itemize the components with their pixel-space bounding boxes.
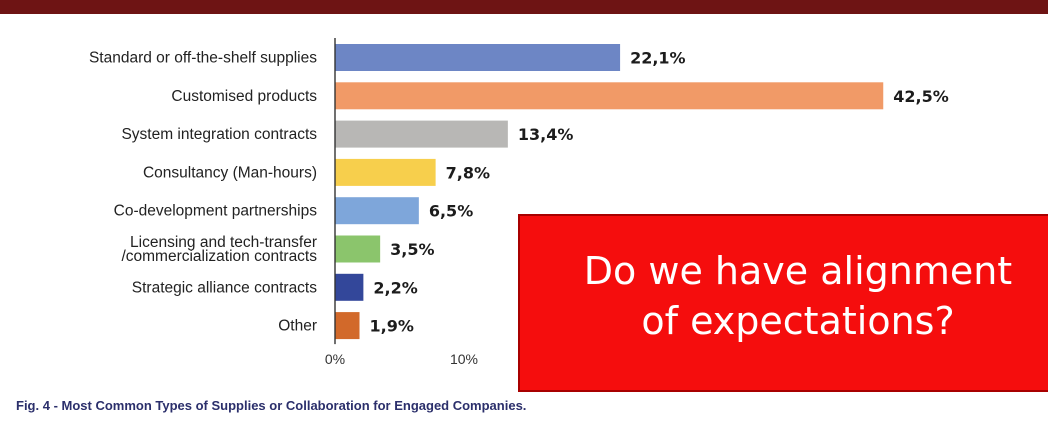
bar-4 <box>335 197 419 225</box>
bar-2 <box>335 120 508 148</box>
value-label-5: 3,5% <box>390 240 434 259</box>
caption-text: - Most Common Types of Supplies or Colla… <box>49 398 527 413</box>
bar-5 <box>335 235 381 263</box>
category-label-1: Customised products <box>171 88 317 105</box>
figure-caption: Fig. 4 - Most Common Types of Supplies o… <box>16 398 526 413</box>
value-label-2: 13,4% <box>518 125 574 144</box>
top-bar <box>0 0 1048 14</box>
overlay-line-2: of expectations? <box>641 299 955 343</box>
value-label-3: 7,8% <box>446 163 490 182</box>
bar-1 <box>335 82 884 110</box>
category-label-5-1: /commercialization contracts <box>121 248 317 265</box>
category-label-4: Co-development partnerships <box>114 203 318 220</box>
category-label-2: System integration contracts <box>121 126 317 143</box>
category-label-3: Consultancy (Man-hours) <box>143 164 317 181</box>
x-tick-label-0: 0% <box>325 351 345 367</box>
value-label-0: 22,1% <box>630 49 686 68</box>
value-label-1: 42,5% <box>893 87 949 106</box>
value-label-4: 6,5% <box>429 202 473 221</box>
value-label-7: 1,9% <box>370 317 414 336</box>
bar-0 <box>335 44 621 71</box>
caption-prefix: Fig. 4 <box>16 398 50 413</box>
category-label-5-0: Licensing and tech-transfer <box>130 234 317 251</box>
bar-chart: Standard or off-the-shelf supplies 22,1% C… <box>89 38 949 367</box>
overlay-line-1: Do we have alignment <box>583 249 1013 293</box>
category-label-0: Standard or off-the-shelf supplies <box>89 50 317 67</box>
value-label-6: 2,2% <box>373 278 417 297</box>
overlay-callout: Do we have alignment of expectations? <box>518 214 1048 392</box>
category-label-7: Other <box>278 318 317 335</box>
category-label-6: Strategic alliance contracts <box>132 279 317 296</box>
bar-7 <box>335 312 360 340</box>
bar-3 <box>335 158 436 186</box>
bar-6 <box>335 273 364 301</box>
x-tick-label-1: 10% <box>450 351 478 367</box>
